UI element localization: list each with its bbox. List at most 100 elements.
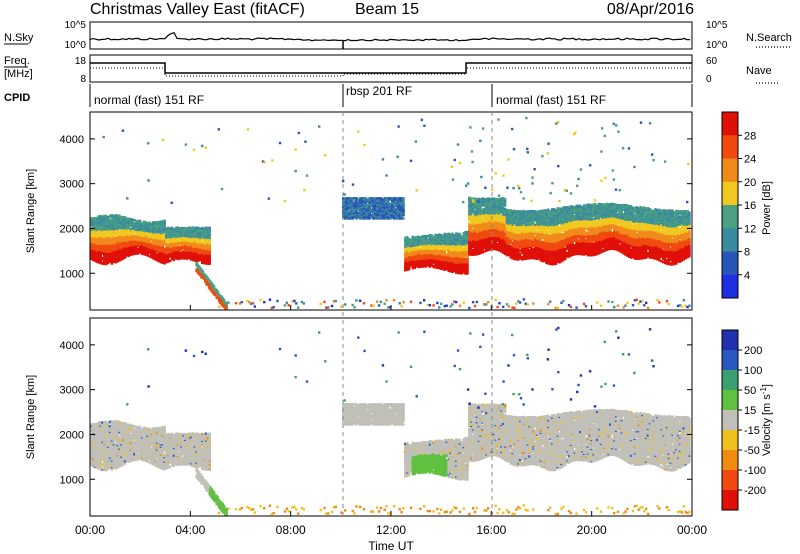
power-echo-cell bbox=[99, 228, 102, 231]
power-echo-cell bbox=[118, 253, 121, 257]
freq-tick-bottom: 8 bbox=[80, 74, 86, 85]
power-echo-cell bbox=[120, 231, 123, 234]
power-echo-cell bbox=[436, 301, 439, 305]
power-echo-cell bbox=[357, 198, 360, 201]
power-echo-cell bbox=[522, 256, 526, 260]
power-echo-cell bbox=[334, 299, 337, 303]
power-echo-cell bbox=[473, 209, 477, 213]
power-echo-cell bbox=[507, 233, 511, 237]
power-echo-cell bbox=[161, 249, 164, 252]
power-echo-cell bbox=[517, 218, 520, 221]
power-echo-cell bbox=[133, 219, 136, 222]
power-echo-cell bbox=[283, 304, 287, 307]
power-echo-cell bbox=[394, 200, 398, 203]
power-echo-cell bbox=[123, 216, 127, 219]
power-echo-cell bbox=[454, 256, 458, 260]
power-echo-cell bbox=[458, 258, 462, 261]
power-echo-cell bbox=[345, 215, 349, 218]
power-echo-cell bbox=[116, 214, 119, 217]
power-echo-cell bbox=[486, 244, 490, 247]
power-echo-cell bbox=[432, 252, 435, 255]
power-echo-cell bbox=[498, 236, 501, 240]
power-echo-cell bbox=[377, 199, 381, 202]
power-echo-cell bbox=[501, 206, 505, 210]
power-echo-cell bbox=[520, 217, 524, 221]
power-echo-cell bbox=[121, 246, 125, 249]
power-echo-cell bbox=[398, 207, 401, 210]
power-echo-cell bbox=[391, 213, 394, 217]
power-echo-cell bbox=[99, 214, 102, 218]
power-echo-cell bbox=[470, 241, 473, 244]
power-echo-cell bbox=[402, 197, 405, 200]
power-echo-cell bbox=[387, 197, 390, 200]
power-echo-cell bbox=[204, 229, 208, 233]
power-echo-cell bbox=[394, 211, 398, 215]
power-echo-cell bbox=[351, 210, 354, 213]
power-echo-cell bbox=[507, 229, 511, 232]
power-echo-cell bbox=[169, 235, 172, 238]
power-echo-cell bbox=[240, 301, 243, 304]
power-echo-cell bbox=[372, 211, 375, 215]
power-echo-cell bbox=[443, 238, 447, 241]
power-echo-cell bbox=[287, 304, 290, 307]
power-echo-cell bbox=[347, 210, 351, 213]
power-echo-cell bbox=[355, 197, 358, 200]
power-echo-cell bbox=[133, 238, 136, 241]
power-echo-cell bbox=[417, 241, 420, 244]
power-echo-cell bbox=[475, 202, 479, 206]
power-echo-cell bbox=[347, 197, 351, 200]
power-echo-cell bbox=[114, 225, 117, 228]
power-echo-cell bbox=[133, 234, 136, 238]
power-echo-cell bbox=[379, 209, 383, 212]
power-echo-cell bbox=[398, 217, 401, 220]
power-echo-cell bbox=[462, 232, 465, 235]
power-echo-cell bbox=[293, 299, 296, 303]
power-echo-cell bbox=[517, 241, 520, 244]
power-echo-cell bbox=[185, 227, 189, 230]
power-echo-cell bbox=[375, 208, 379, 211]
power-echo-cell bbox=[296, 306, 300, 309]
power-echo-cell bbox=[509, 251, 512, 255]
power-echo-cell bbox=[197, 226, 200, 230]
power-echo-cell bbox=[105, 231, 108, 234]
power-echo-cell bbox=[131, 218, 134, 221]
power-echo-cell bbox=[375, 197, 379, 200]
power-echo-cell bbox=[501, 230, 505, 233]
power-echo-cell bbox=[118, 214, 121, 217]
power-echo-cell bbox=[357, 211, 360, 215]
power-echo-cell bbox=[101, 215, 104, 218]
power-echo-cell bbox=[503, 207, 507, 211]
power-echo-cell bbox=[385, 197, 388, 200]
power-echo-cell bbox=[430, 245, 433, 248]
power-echo-cell bbox=[368, 203, 371, 207]
power-echo-cell bbox=[443, 252, 447, 256]
power-echo-cell bbox=[351, 197, 354, 200]
power-echo-cell bbox=[155, 227, 159, 231]
power-echo-cell bbox=[441, 262, 445, 265]
power-echo-cell bbox=[110, 218, 114, 222]
power-echo-cell bbox=[409, 256, 413, 259]
power-echo-cell bbox=[454, 300, 458, 304]
power-echo-cell bbox=[167, 226, 170, 230]
power-echo-cell bbox=[396, 209, 400, 212]
power-echo-cell bbox=[372, 217, 375, 220]
power-echo-cell bbox=[101, 261, 104, 264]
power-echo-cell bbox=[253, 305, 257, 308]
power-echo-cell bbox=[208, 226, 211, 230]
power-echo-cell bbox=[509, 209, 512, 212]
power-echo-cell bbox=[522, 224, 526, 227]
power-echo-cell bbox=[148, 227, 151, 230]
nsearch-tick-top: 10^5 bbox=[706, 20, 728, 31]
power-echo-cell bbox=[511, 241, 514, 244]
power-echo-cell bbox=[492, 229, 495, 233]
power-echo-cell bbox=[449, 243, 452, 246]
power-echo-cell bbox=[526, 219, 529, 222]
power-echo-cell bbox=[103, 257, 106, 260]
power-echo-cell bbox=[103, 259, 106, 262]
power-echo-cell bbox=[91, 217, 95, 220]
power-echo-cell bbox=[120, 244, 123, 248]
power-echo-cell bbox=[99, 252, 102, 256]
power-echo-cell bbox=[204, 251, 208, 254]
power-echo-cell bbox=[163, 247, 166, 251]
power-echo-cell bbox=[368, 199, 371, 202]
